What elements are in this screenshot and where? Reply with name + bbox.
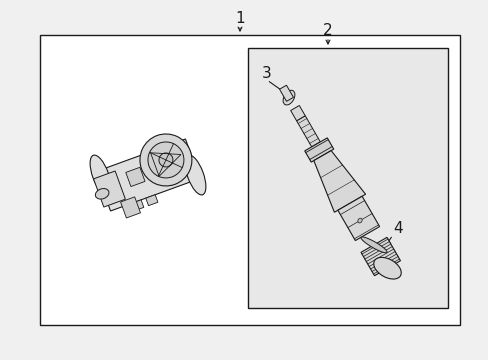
Text: 3: 3 (262, 66, 271, 81)
Polygon shape (125, 167, 145, 186)
Polygon shape (304, 138, 333, 162)
Polygon shape (290, 105, 305, 121)
Polygon shape (337, 196, 379, 240)
Polygon shape (131, 200, 143, 211)
Ellipse shape (357, 218, 362, 223)
Ellipse shape (185, 155, 205, 195)
Polygon shape (313, 150, 365, 212)
Text: 2: 2 (323, 23, 332, 37)
Polygon shape (93, 171, 125, 207)
Ellipse shape (148, 142, 183, 178)
Ellipse shape (283, 90, 294, 105)
Polygon shape (121, 197, 140, 218)
Bar (40, 35, 459, 325)
Polygon shape (96, 139, 200, 211)
Bar (247, 48, 447, 308)
Polygon shape (360, 237, 400, 276)
Ellipse shape (159, 153, 173, 167)
Text: 4: 4 (392, 220, 402, 235)
Ellipse shape (373, 257, 401, 279)
Ellipse shape (95, 189, 109, 199)
Text: 1: 1 (235, 10, 244, 26)
Ellipse shape (360, 237, 386, 253)
Polygon shape (145, 195, 158, 206)
Polygon shape (279, 85, 293, 101)
Ellipse shape (140, 134, 192, 186)
Polygon shape (296, 116, 320, 147)
Ellipse shape (90, 155, 111, 195)
